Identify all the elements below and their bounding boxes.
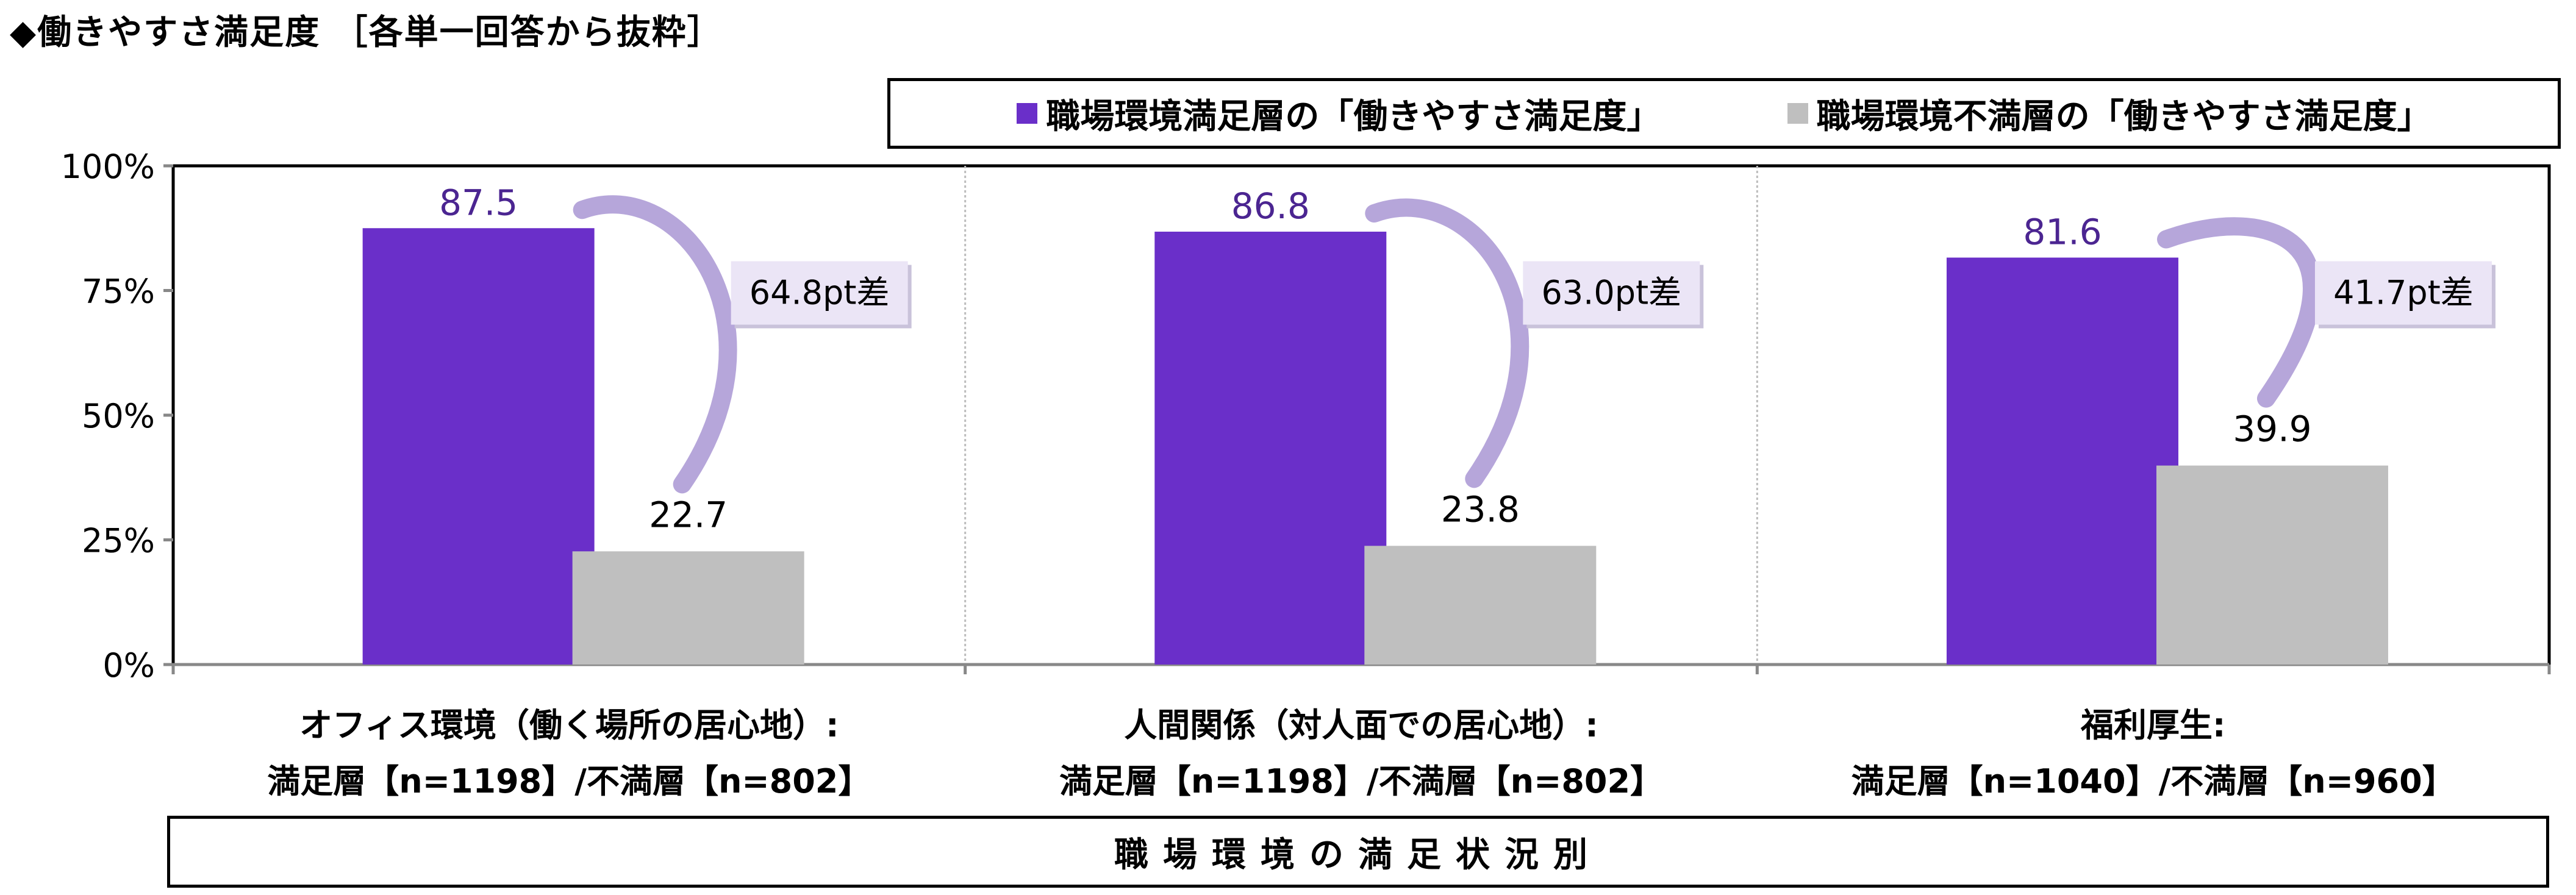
category-separators	[964, 166, 1758, 665]
difference-label: 41.7pt差	[2333, 274, 2474, 312]
bar-satisfied	[1946, 257, 2178, 665]
value-label-dissatisfied: 22.7	[649, 494, 728, 535]
y-tick-label: 25%	[82, 522, 155, 560]
difference-label: 64.8pt差	[750, 274, 890, 312]
difference-box	[731, 261, 908, 325]
value-label-dissatisfied: 23.8	[1441, 488, 1520, 530]
difference-box	[2314, 261, 2492, 325]
x-axis-title: 職場環境の満足状況別	[167, 816, 2549, 888]
legend-label-dissatisfied: 職場環境不満層の「働きやすさ満足度」	[1816, 96, 2431, 137]
value-labels: 87.5 22.7 86.8 23.8 81.6 39.9	[439, 182, 2311, 535]
y-tick-label: 75%	[82, 273, 155, 311]
legend-swatch-satisfied	[1017, 103, 1038, 124]
x-axis-labels: オフィス環境（働く場所の居心地）:満足層【n=1198】/不満層【n=802】人…	[267, 706, 2455, 801]
x-tick-label-line1: 人間関係（対人面での居心地）:	[1124, 706, 1598, 744]
y-tick-label: 100%	[61, 148, 155, 186]
legend: 職場環境満足層の「働きやすさ満足度」 職場環境不満層の「働きやすさ満足度」	[887, 78, 2561, 149]
legend-item-dissatisfied: 職場環境不満層の「働きやすさ満足度」	[1787, 89, 2431, 138]
value-label-satisfied: 86.8	[1231, 185, 1310, 227]
difference-label: 63.0pt差	[1541, 274, 1681, 312]
bars	[362, 228, 2388, 665]
bar-satisfied	[362, 228, 595, 665]
difference-arrows: 64.8pt差 63.0pt差 41.7pt差	[573, 195, 2496, 494]
x-tick-label-line1: オフィス環境（働く場所の居心地）:	[299, 706, 839, 744]
difference-arrow	[573, 195, 737, 494]
value-label-satisfied: 81.6	[2023, 212, 2102, 253]
y-tick-label: 0%	[102, 646, 155, 685]
difference-arrow	[2156, 217, 2321, 408]
x-tick-label-line2: 満足層【n=1040】/不満層【n=960】	[1852, 762, 2455, 801]
bar-dissatisfied	[572, 551, 804, 665]
value-label-satisfied: 87.5	[439, 182, 518, 223]
legend-swatch-dissatisfied	[1787, 103, 1808, 124]
legend-label-satisfied: 職場環境満足層の「働きやすさ満足度」	[1046, 96, 1661, 137]
legend-item-satisfied: 職場環境満足層の「働きやすさ満足度」	[1017, 89, 1661, 138]
bar-dissatisfied	[2156, 465, 2388, 665]
difference-box	[1523, 261, 1700, 325]
difference-arrow	[1365, 198, 1530, 488]
x-tick-label-line1: 福利厚生:	[2080, 706, 2226, 744]
y-tick-label: 50%	[82, 397, 155, 435]
chart-title: ◆働きやすさ満足度 ［各単一回答から抜粋］	[10, 13, 723, 52]
x-tick-label-line2: 満足層【n=1198】/不満層【n=802】	[267, 762, 871, 801]
x-tick-label-line2: 満足層【n=1198】/不満層【n=802】	[1059, 762, 1663, 801]
bar-satisfied	[1154, 231, 1387, 665]
bar-dissatisfied	[1364, 546, 1597, 665]
value-label-dissatisfied: 39.9	[2233, 408, 2311, 450]
